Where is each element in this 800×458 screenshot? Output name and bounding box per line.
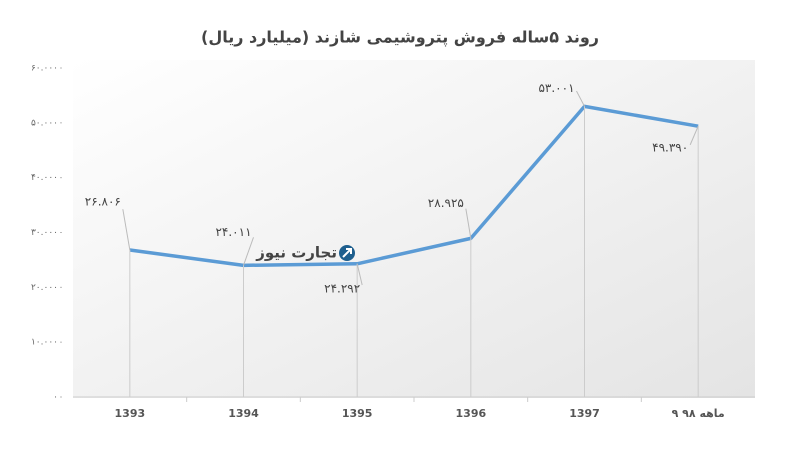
leader-line [243, 237, 254, 266]
data-label: ۲۸.۹۲۵ [428, 196, 464, 210]
data-label: ۴۹.۳۹۰ [652, 141, 688, 155]
y-tick-label: ۴۰.۰۰۰ [31, 173, 58, 183]
y-tick-label: ۵۰.۰۰۰ [31, 118, 58, 128]
leader-line [122, 209, 131, 251]
data-label: ۲۶.۸۰۶ [85, 195, 121, 209]
chart-title: روند ۵ساله فروش پتروشیمی شازند (میلیارد … [201, 28, 599, 48]
y-tick-label: ۶۰.۰۰۰ [31, 64, 58, 74]
data-label: ۲۴.۲۹۲ [324, 281, 360, 295]
y-tick-label: ۳۰.۰۰۰ [31, 228, 58, 238]
leader-line [689, 125, 699, 146]
x-tick-label: 1394 [228, 407, 259, 420]
x-tick-label: 1397 [569, 407, 600, 420]
y-tick-label: ۰ [53, 393, 58, 403]
leader-line [356, 263, 363, 286]
x-tick-label: ۹ ماهه ۹۸ [672, 407, 725, 420]
watermark-logo: تجارت نیوز [255, 244, 355, 262]
y-tick-label: ۲۰.۰۰۰ [31, 283, 58, 293]
data-label: ۵۳.۰۰۱ [538, 81, 574, 95]
leader-line [576, 90, 585, 107]
x-tick-label: 1396 [456, 407, 487, 420]
leader-line [465, 208, 472, 239]
watermark: تجارت نیوز [255, 244, 337, 262]
x-tick-label: 1395 [342, 407, 373, 420]
x-tick-label: 1393 [115, 407, 146, 420]
plot-background [73, 60, 755, 398]
data-label: ۲۴.۰۱۱ [215, 225, 251, 239]
y-tick-label: ۱۰.۰۰۰ [31, 338, 58, 348]
series-line [129, 104, 699, 268]
